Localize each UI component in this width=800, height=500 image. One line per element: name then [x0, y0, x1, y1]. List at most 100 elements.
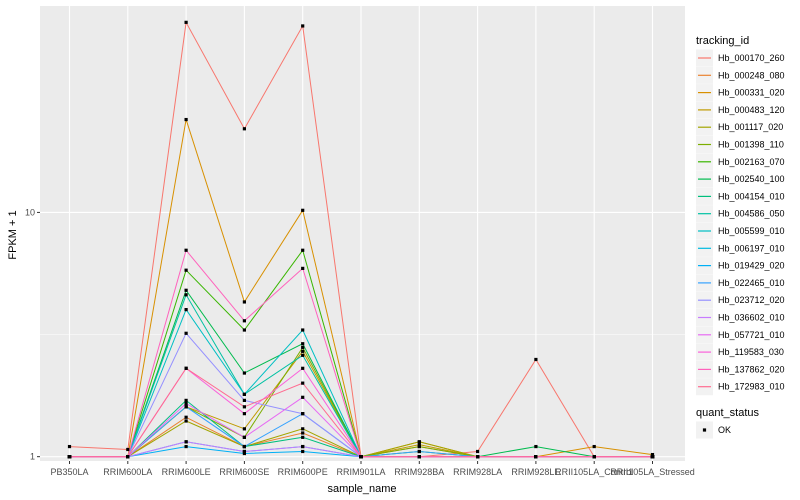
- data-point: [184, 117, 188, 122]
- data-point: [301, 208, 305, 212]
- x-tick-label: RRIM600LA: [103, 467, 152, 477]
- grid: [40, 6, 685, 461]
- data-point: [242, 371, 246, 375]
- data-point: [417, 440, 421, 444]
- data-point: [301, 266, 305, 270]
- legend-label: Hb_119583_030: [718, 347, 784, 357]
- data-point: [417, 455, 421, 459]
- data-point: [301, 444, 305, 449]
- data-point: [301, 342, 305, 346]
- x-tick-label: RRIM600PE: [278, 467, 328, 477]
- legend-label: Hb_001117_020: [718, 122, 783, 132]
- legend-title: tracking_id: [696, 35, 749, 47]
- legend-label: Hb_022465_010: [718, 278, 785, 288]
- data-point: [184, 20, 188, 24]
- data-point: [359, 455, 363, 459]
- x-tick-label: RRIM928LE: [511, 467, 560, 477]
- data-point: [242, 319, 246, 323]
- y-axis-title: FPKM + 1: [7, 210, 19, 259]
- data-point: [242, 300, 246, 304]
- legend-label: Hb_000170_260: [718, 53, 785, 63]
- shape-legend-items: OK: [696, 421, 731, 439]
- data-point: [184, 419, 188, 423]
- data-point: [184, 444, 188, 449]
- x-tick-label: RRIM928LA: [453, 467, 502, 477]
- data-point: [301, 349, 305, 353]
- legend-label: Hb_004586_050: [718, 209, 785, 219]
- data-point: [592, 444, 596, 449]
- legend-label: Hb_001398_110: [718, 140, 784, 150]
- data-point: [242, 405, 246, 409]
- x-tick-label: RRII105LA_Stressed: [610, 467, 695, 477]
- data-point: [301, 412, 305, 416]
- data-point: [184, 248, 188, 252]
- legend: tracking_id Hb_000170_260Hb_000248_080Hb…: [696, 35, 785, 439]
- data-point: [476, 449, 480, 454]
- data-point: [417, 444, 421, 449]
- data-point: [650, 452, 655, 457]
- legend-label: Hb_002163_070: [718, 157, 785, 167]
- data-point: [534, 357, 538, 362]
- x-axis: PB350LA RRIM600LA RRIM600LE RRIM600SE RRIM60…: [50, 461, 695, 477]
- legend-label: Hb_006197_010: [718, 243, 785, 253]
- data-point: [242, 127, 246, 131]
- data-point: [67, 455, 72, 459]
- data-point: [301, 449, 305, 454]
- legend-label: Hb_000483_120: [718, 105, 785, 115]
- data-point: [476, 455, 480, 459]
- data-point: [126, 447, 130, 452]
- data-point: [184, 288, 188, 292]
- data-point: [242, 398, 246, 402]
- legend-label: Hb_023712_020: [718, 295, 785, 305]
- data-point: [650, 455, 655, 459]
- data-point: [301, 328, 305, 332]
- data-point: [242, 412, 246, 416]
- data-point: [242, 451, 246, 456]
- y-tick-label: 10: [25, 207, 35, 217]
- data-point: [242, 435, 246, 439]
- legend-items: Hb_000170_260 Hb_000248_080 Hb_000331_020 H…: [696, 49, 785, 396]
- plot-panel: [40, 6, 685, 461]
- legend-label: Hb_004154_010: [718, 191, 785, 201]
- x-tick-label: RRIM600LE: [162, 467, 211, 477]
- data-point: [534, 444, 538, 449]
- data-point: [301, 435, 305, 439]
- data-point: [301, 248, 305, 252]
- legend-label: Hb_019429_020: [718, 261, 785, 271]
- x-tick-label: RRIM600SE: [219, 467, 269, 477]
- x-tick-label: PB350LA: [50, 467, 88, 477]
- legend-label: Hb_002540_100: [718, 174, 785, 184]
- data-point: [301, 427, 305, 431]
- data-point: [184, 415, 188, 419]
- legend-label: Hb_172983_010: [718, 382, 785, 392]
- data-point: [242, 328, 246, 332]
- data-point: [301, 24, 305, 28]
- shape-legend-label: OK: [718, 425, 731, 435]
- y-axis: 1 10: [25, 207, 40, 462]
- data-point: [242, 444, 246, 449]
- data-point: [592, 455, 596, 459]
- data-point: [301, 381, 305, 385]
- data-point: [301, 431, 305, 435]
- data-point: [184, 308, 188, 312]
- data-point: [242, 427, 246, 431]
- data-point: [184, 405, 188, 409]
- data-point: [184, 331, 188, 335]
- data-point: [242, 449, 246, 454]
- data-point: [126, 455, 130, 459]
- data-point: [301, 353, 305, 357]
- series-points: [67, 20, 655, 459]
- data-point: [301, 395, 305, 399]
- data-point: [301, 345, 305, 350]
- x-tick-label: RRIM928BA: [394, 467, 444, 477]
- x-axis-title: sample_name: [327, 483, 396, 495]
- legend-label: Hb_000331_020: [718, 88, 785, 98]
- data-point: [184, 268, 188, 272]
- y-tick-label: 1: [30, 452, 35, 462]
- legend-label: Hb_036602_010: [718, 313, 785, 323]
- legend-label: Hb_000248_080: [718, 70, 785, 80]
- data-point: [417, 449, 421, 454]
- data-point: [184, 401, 188, 406]
- legend-label: Hb_137862_020: [718, 364, 785, 374]
